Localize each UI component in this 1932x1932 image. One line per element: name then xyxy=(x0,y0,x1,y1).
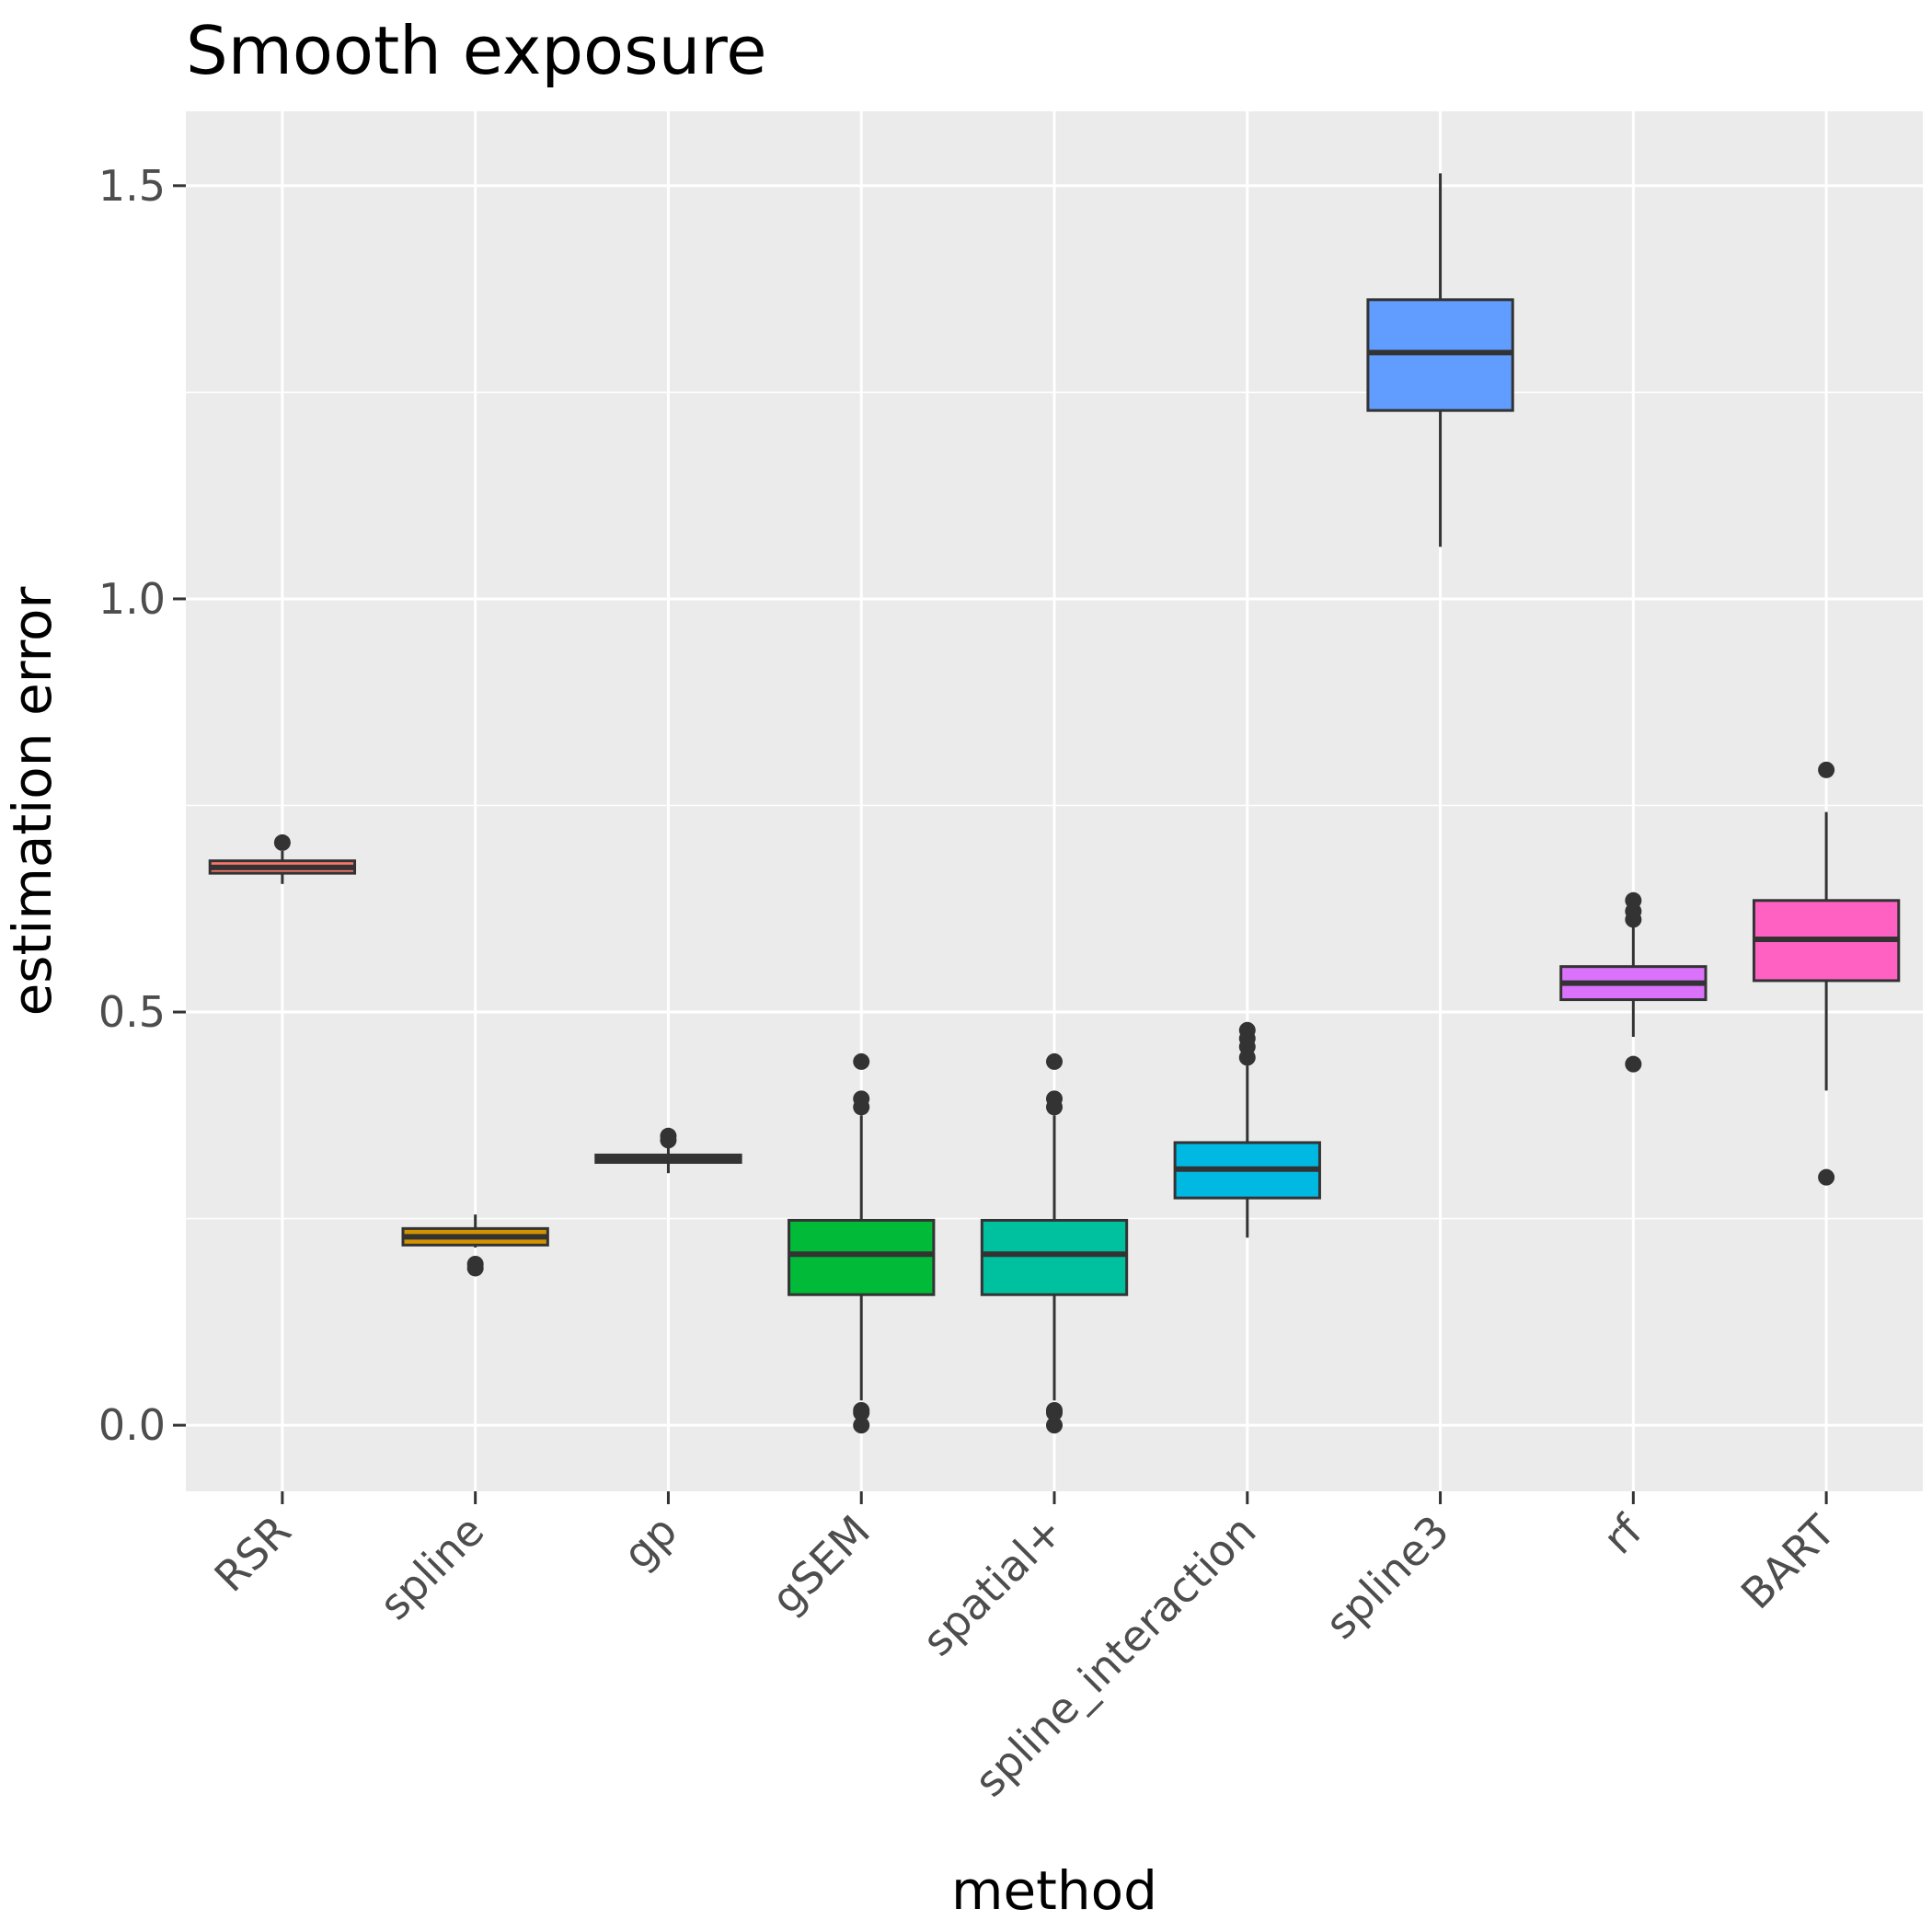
box-body xyxy=(788,1218,936,1296)
outlier-point xyxy=(853,1052,870,1070)
y-tick-label: 1.0 xyxy=(98,574,166,624)
y-tick-label: 0.0 xyxy=(98,1400,166,1450)
y-axis: 0.0 0.5 1.0 1.5 xyxy=(98,161,186,1450)
outlier-point xyxy=(1046,1052,1063,1070)
box-RSR xyxy=(208,834,357,884)
x-axis-title: method xyxy=(951,1859,1157,1922)
x-axis: RSR spline gp gSEM spatial+spline_interactio… xyxy=(205,1491,1846,1806)
x-tick-label: BART xyxy=(1731,1505,1845,1618)
chart-title: Smooth exposure xyxy=(186,12,767,89)
y-axis-title: estimation error xyxy=(1,586,63,1016)
x-tick-label: spline3 xyxy=(1316,1506,1458,1649)
x-tick-label: rf xyxy=(1593,1504,1652,1563)
box-rf xyxy=(1559,891,1708,1073)
box-gSEM xyxy=(788,1052,936,1434)
box-spline_interaction xyxy=(1173,1021,1321,1238)
x-tick-label: RSR xyxy=(205,1506,301,1602)
outlier-point xyxy=(1238,1021,1256,1039)
x-tick-label: gSEM xyxy=(762,1506,880,1624)
boxes-layer xyxy=(208,173,1901,1434)
x-tick-label: gp xyxy=(614,1506,686,1579)
box-spline xyxy=(401,1214,549,1277)
box-gp xyxy=(594,1127,742,1174)
outlier-point xyxy=(1046,1090,1063,1108)
x-tick-label: spline xyxy=(370,1506,493,1629)
outlier-point xyxy=(853,1401,870,1419)
box-spatial+ xyxy=(980,1052,1129,1434)
y-tick-label: 1.5 xyxy=(98,161,166,211)
outlier-point xyxy=(660,1127,677,1144)
outlier-point xyxy=(273,834,291,851)
x-tick-label: spatial+ xyxy=(913,1506,1073,1666)
box-body xyxy=(980,1218,1129,1296)
outlier-point xyxy=(853,1417,870,1434)
outlier-point xyxy=(853,1090,870,1108)
outlier-point xyxy=(1046,1401,1063,1419)
outlier-point xyxy=(1625,891,1642,909)
outlier-point xyxy=(466,1255,484,1272)
outlier-point xyxy=(1818,1168,1835,1186)
y-tick-label: 0.5 xyxy=(98,987,166,1037)
box-spline3 xyxy=(1366,173,1514,547)
outlier-point xyxy=(1818,761,1835,778)
outlier-point xyxy=(1046,1417,1063,1434)
outlier-point xyxy=(1625,1055,1642,1073)
box-BART xyxy=(1752,761,1901,1186)
